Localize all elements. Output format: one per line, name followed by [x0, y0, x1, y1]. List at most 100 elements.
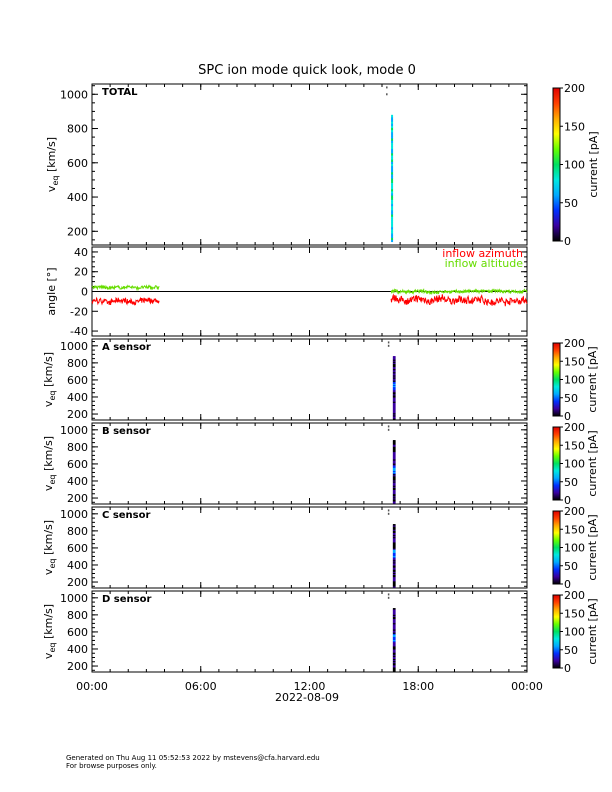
- stray-point: [387, 341, 390, 344]
- spectrogram-cell: [392, 570, 396, 572]
- spectrogram-cell: [392, 666, 396, 669]
- colorbar-tick-label: 50: [564, 644, 578, 657]
- spectrogram-cell: [392, 382, 396, 384]
- spectrogram-cell: [391, 116, 394, 120]
- spectrogram-cell: [392, 460, 396, 462]
- spectrogram-cell: [392, 660, 396, 663]
- spectrogram-cell: [392, 670, 396, 672]
- y-axis-label: veq [km/s]: [45, 137, 60, 192]
- spectrogram-cell: [392, 371, 396, 374]
- spectrogram-cell: [392, 412, 396, 415]
- spectrogram-cell: [392, 466, 396, 468]
- colorbar-tick-label: 100: [564, 374, 585, 387]
- spectrogram-cell: [391, 157, 394, 160]
- spectrogram-cell: [392, 532, 396, 535]
- spectrogram-cell: [392, 377, 396, 379]
- spectrogram-cell: [392, 618, 396, 621]
- spectrogram-cell: [392, 359, 396, 361]
- colorbar: [552, 87, 561, 242]
- spectrogram-cell: [392, 474, 396, 477]
- spectrogram-cell: [392, 531, 396, 533]
- spectrogram-cell: [392, 373, 396, 376]
- spectrogram-cell: [392, 394, 396, 397]
- spectrogram-cell: [391, 205, 394, 209]
- spectrogram-cell: [392, 634, 396, 636]
- spectrogram-cell: [392, 524, 396, 526]
- spectrogram-cell: [392, 623, 396, 626]
- spectrogram-cell: [391, 129, 394, 133]
- y-tick-label: 1000: [60, 340, 88, 353]
- colorbar-tick-label: 150: [564, 120, 585, 133]
- colorbar-tick-label: 100: [564, 542, 585, 555]
- spectrogram-cell: [391, 188, 394, 192]
- spectrogram-cell: [392, 535, 396, 538]
- spectrogram-cell: [392, 571, 396, 573]
- spectrogram-cell: [391, 228, 394, 232]
- spectrogram-cell: [392, 581, 396, 584]
- spectrogram-cell: [391, 125, 394, 129]
- spectrogram-cell: [391, 176, 394, 179]
- spectrogram-cell: [392, 611, 396, 613]
- spectrogram-cell: [392, 561, 396, 564]
- y-axis-label: veq [km/s]: [42, 352, 57, 407]
- y-tick-label: 200: [67, 225, 88, 238]
- colorbar-tick-label: 150: [564, 355, 585, 368]
- spectrogram-cell: [392, 368, 396, 371]
- spectrogram-cell: [392, 569, 396, 571]
- spectrogram-cell: [392, 615, 396, 617]
- colorbar-tick-label: 200: [564, 337, 585, 350]
- y-tick-label: 1000: [60, 88, 88, 101]
- spectrogram-cell: [392, 475, 396, 478]
- spectrogram-cell: [392, 402, 396, 404]
- spectrogram-cell: [392, 585, 396, 587]
- spectrogram-cell: [392, 414, 396, 417]
- spectrogram-cell: [392, 417, 396, 419]
- spectrogram-cell: [392, 399, 396, 401]
- spectrogram-cell: [392, 471, 396, 474]
- spectrogram-cell: [392, 409, 396, 412]
- panel-label: D sensor: [102, 594, 151, 605]
- spectrogram-cell: [392, 463, 396, 465]
- spectrogram-cell: [392, 579, 396, 582]
- spectrogram-cell: [392, 536, 396, 539]
- spectrogram-cell: [392, 537, 396, 540]
- spectrogram-cell: [392, 562, 396, 565]
- spectrogram-cell: [392, 641, 396, 644]
- spectrogram-cell: [391, 218, 394, 221]
- spectrogram-cell: [392, 365, 396, 368]
- spectrogram-cell: [392, 396, 396, 398]
- spectrogram-cell: [392, 362, 396, 364]
- spectrogram-cell: [392, 385, 396, 388]
- spectrogram-cell: [392, 620, 396, 623]
- colorbar-tick-label: 0: [564, 662, 571, 675]
- spectrogram-cell: [391, 152, 394, 156]
- spectrogram-cell: [392, 575, 396, 578]
- y-label-main: v: [45, 185, 58, 192]
- spectrogram-cell: [392, 559, 396, 562]
- spectrogram-cell: [391, 235, 394, 238]
- footer-generated-line: Generated on Thu Aug 11 05:52:53 2022 by…: [66, 754, 320, 762]
- spectrogram-cell: [392, 391, 396, 394]
- y-tick-label: 1000: [60, 424, 88, 437]
- spectrogram-cell: [392, 454, 396, 457]
- y-tick-label: 400: [67, 643, 88, 656]
- y-tick-label: 800: [67, 441, 88, 454]
- y-label-main: v: [42, 400, 55, 407]
- spectrogram-cell: [392, 485, 396, 487]
- spectrogram-cell: [392, 642, 396, 645]
- y-label-rest: [km/s]: [45, 137, 58, 176]
- spectrogram-cell: [392, 405, 396, 408]
- spectrogram-cell: [391, 114, 394, 118]
- spectrogram-cell: [392, 456, 396, 459]
- spectrogram-cell: [392, 406, 396, 409]
- spectrogram-cell: [392, 467, 396, 469]
- spectrogram-cell: [392, 364, 396, 367]
- y-label-main: v: [42, 568, 55, 575]
- spectrogram-cell: [392, 613, 396, 615]
- spectrogram-cell: [392, 572, 396, 574]
- series-line-inflow-altitude: [390, 288, 528, 296]
- y-label-sub: eq: [48, 643, 57, 653]
- spectrogram-cell: [392, 648, 396, 650]
- colorbar: [552, 342, 561, 417]
- spectrogram-cell: [391, 138, 394, 141]
